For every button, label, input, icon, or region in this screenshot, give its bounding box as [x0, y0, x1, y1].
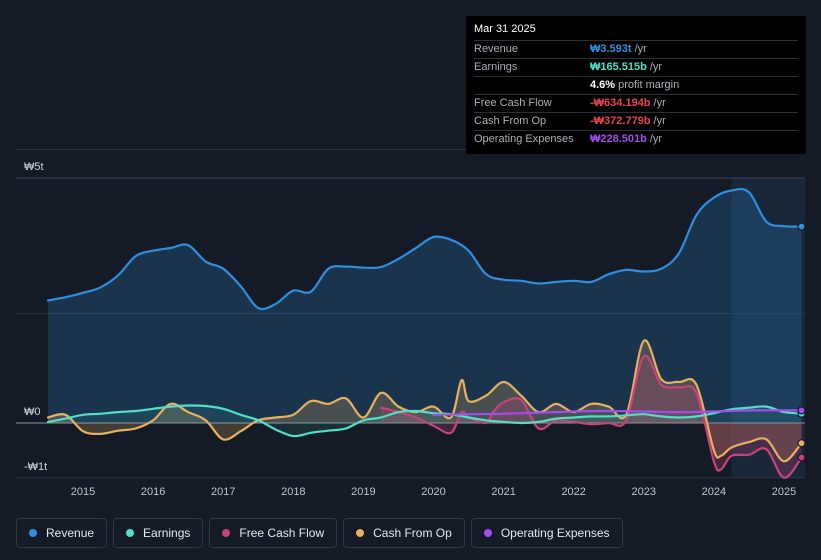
tooltip-row-unit: /yr	[649, 61, 663, 73]
legend-dot-icon	[222, 529, 231, 537]
legend-label: Cash From Op	[373, 526, 452, 540]
tooltip-row: Free Cash Flow -₩634.194b/yr	[474, 94, 798, 112]
tooltip-row: 4.6% profit margin	[474, 76, 798, 94]
legend-item-earnings[interactable]: Earnings	[113, 518, 204, 548]
tooltip-row-unit: /yr	[649, 133, 663, 145]
cash-from-op-area	[48, 340, 802, 462]
legend-dot-icon	[483, 529, 492, 537]
legend-item-cash-from-op[interactable]: Cash From Op	[343, 518, 465, 548]
free-cash-flow-end-point	[797, 453, 806, 462]
tooltip-panel: Mar 31 2025 Revenue ₩3.593t/yr Earnings ₩16…	[466, 16, 806, 154]
legend-label: Earnings	[143, 526, 191, 540]
tooltip-row-value: -₩634.194b	[590, 97, 651, 109]
legend-item-free-cash-flow[interactable]: Free Cash Flow	[209, 518, 338, 548]
tooltip-row-unit: /yr	[653, 97, 666, 109]
tooltip-row-unit: /yr	[653, 115, 666, 127]
tooltip-row-value: ₩3.593t	[590, 43, 632, 55]
x-tick-label: 2016	[141, 486, 165, 498]
operating-expenses-line	[432, 409, 803, 416]
x-tick-label: 2015	[71, 486, 95, 498]
x-tick-label: 2024	[702, 486, 726, 498]
revenue-area	[48, 189, 802, 423]
tooltip-row-unit: /yr	[634, 43, 647, 55]
tooltip-row-label	[474, 77, 590, 94]
x-tick-label: 2018	[281, 486, 305, 498]
legend-item-revenue[interactable]: Revenue	[16, 518, 108, 548]
revenue-end-point	[797, 222, 806, 231]
legend-item-operating-expenses[interactable]: Operating Expenses	[470, 518, 623, 548]
tooltip-row: Revenue ₩3.593t/yr	[474, 40, 798, 58]
legend-label: Operating Expenses	[500, 526, 610, 540]
x-tick-label: 2025	[772, 486, 796, 498]
legend-label: Free Cash Flow	[239, 526, 325, 540]
legend-dot-icon	[356, 529, 365, 537]
tooltip-row-unit: profit margin	[618, 79, 680, 91]
cash-from-op-end-point	[797, 439, 806, 448]
legend-dot-icon	[29, 529, 37, 537]
tooltip-row: Earnings ₩165.515b/yr	[474, 58, 798, 76]
x-tick-label: 2019	[351, 486, 375, 498]
tooltip-row-value: -₩372.779b	[590, 115, 651, 127]
earnings-line	[46, 404, 803, 438]
tooltip-row-label: Earnings	[474, 61, 518, 73]
tooltip-date: Mar 31 2025	[474, 23, 536, 35]
revenue-line	[46, 187, 803, 311]
y-axis-label: ₩5t	[24, 161, 44, 173]
chart-area: ₩5t ₩0 -₩1t 2015 2016 2017 2018 2019 2020 2021 20…	[16, 149, 806, 498]
x-tick-label: 2021	[491, 486, 515, 498]
tooltip-row-value: 4.6%	[590, 79, 616, 91]
future-highlight-band	[731, 178, 805, 478]
x-tick-label: 2020	[421, 486, 445, 498]
tooltip-row: Operating Expenses ₩228.501b/yr	[474, 130, 798, 148]
tooltip-row-value: ₩228.501b	[590, 133, 647, 145]
x-tick-label: 2023	[632, 486, 656, 498]
tooltip-row-value: ₩165.515b	[590, 61, 647, 73]
x-tick-label: 2017	[211, 486, 235, 498]
y-axis-label: ₩0	[24, 406, 41, 418]
tooltip-row-label: Revenue	[474, 43, 519, 55]
tooltip-row: Cash From Op -₩372.779b/yr	[474, 112, 798, 130]
legend-label: Revenue	[46, 526, 95, 540]
legend: Revenue Earnings Free Cash Flow Cash From O…	[16, 518, 623, 548]
tooltip-row-label: Operating Expenses	[474, 133, 574, 145]
tooltip-row-label: Free Cash Flow	[474, 97, 552, 109]
legend-dot-icon	[126, 529, 135, 537]
y-axis-label: -₩1t	[24, 461, 47, 473]
x-tick-label: 2022	[561, 486, 585, 498]
free-cash-flow-line	[379, 354, 803, 479]
tooltip-row-label: Cash From Op	[474, 115, 547, 127]
operating-expenses-end-point	[797, 406, 806, 415]
